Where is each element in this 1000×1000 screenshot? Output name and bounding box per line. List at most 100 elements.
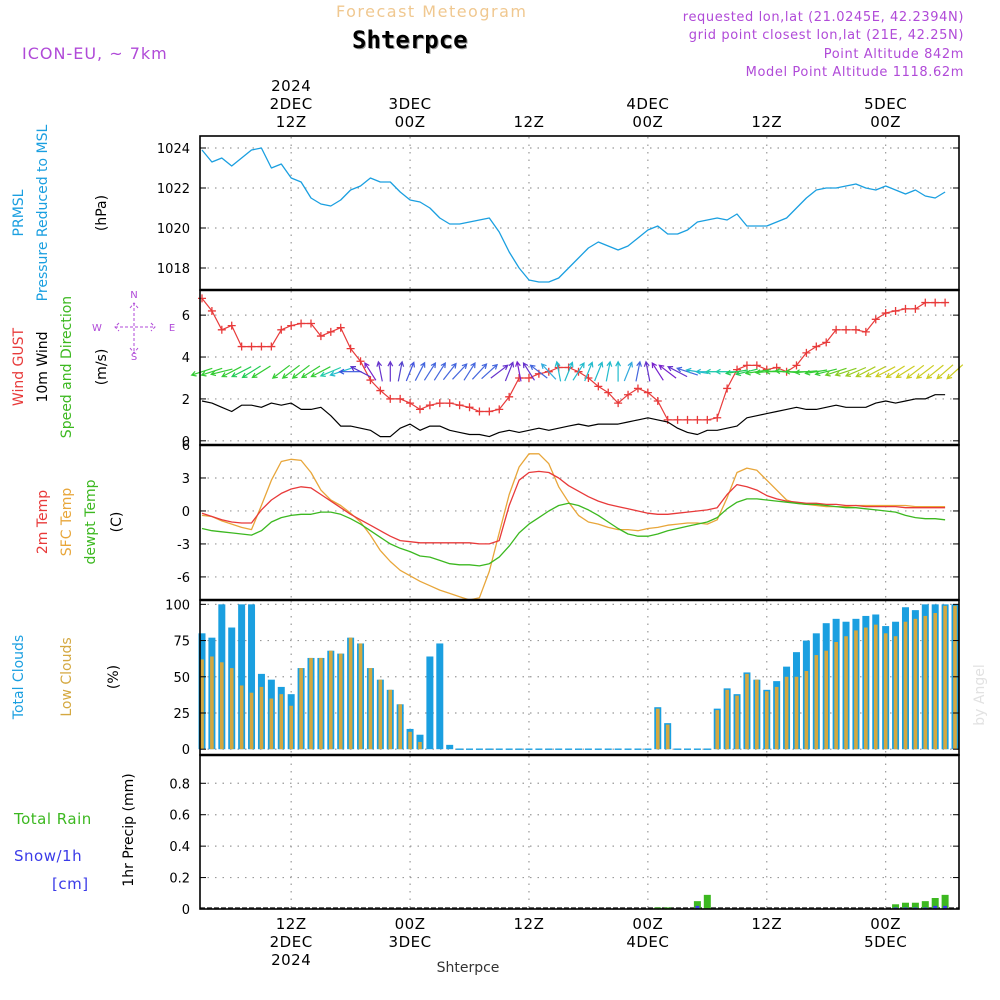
- y-tick-label: 0.2: [169, 872, 190, 887]
- meta-requested: requested lon,lat (21.0245E, 42.2394N): [682, 10, 964, 25]
- wind-direction-arrow: [885, 365, 905, 379]
- wind-gust-marker: [465, 403, 474, 412]
- wind-direction-arrow: [230, 366, 252, 378]
- snow-bar: [943, 905, 948, 909]
- wind-direction-arrow: [658, 364, 677, 379]
- low-clouds-bar: [834, 642, 838, 750]
- low-clouds-bar: [279, 694, 284, 750]
- low-clouds-bar: [725, 689, 729, 750]
- wind-gust-marker: [594, 382, 603, 391]
- low-clouds-bar: [883, 633, 888, 750]
- y-tick-label: 0.4: [169, 840, 190, 855]
- low-clouds-bar: [239, 685, 244, 750]
- compass-w: W: [92, 323, 102, 334]
- wind-direction-arrow: [481, 363, 499, 380]
- low-clouds-bar: [210, 656, 214, 750]
- top-time-label: 2024: [271, 77, 311, 95]
- temp-label-0: 2m Temp: [35, 490, 51, 554]
- wind-direction-arrow: [376, 360, 383, 382]
- place-name: Shterpce: [352, 26, 468, 54]
- low-clouds-bar: [923, 615, 928, 750]
- wind-direction-arrow: [271, 364, 291, 379]
- wind-gust-marker: [842, 325, 851, 334]
- wind-direction-arrow: [814, 368, 837, 377]
- top-time-label: 2DEC: [270, 95, 313, 113]
- frame-layer: [199, 135, 960, 910]
- wind-gust-marker: [921, 298, 930, 307]
- low-clouds-bar: [388, 689, 393, 750]
- compass-icon: N S W E: [92, 290, 175, 363]
- total-clouds-bar: [248, 604, 256, 750]
- wind-gust-marker: [742, 361, 751, 370]
- wind-direction-arrow: [572, 362, 585, 381]
- wind-gust-marker: [614, 399, 623, 408]
- wind-direction-arrow: [490, 364, 509, 379]
- y-tick-label: 2: [182, 393, 190, 408]
- wind-direction-arrow: [397, 360, 405, 382]
- wind-gust-marker: [633, 384, 642, 393]
- y-tick-label: 1022: [157, 182, 190, 197]
- low-clouds-bar: [249, 692, 254, 750]
- wind-gust-marker: [297, 319, 306, 328]
- wind-gust-marker: [683, 415, 692, 424]
- wind-gust-marker: [386, 394, 395, 403]
- wind-direction-arrow: [442, 362, 457, 381]
- wind-direction-arrow: [623, 361, 633, 382]
- wind-direction-arrow: [463, 362, 476, 381]
- wind-direction-arrow: [635, 360, 642, 382]
- wind-direction-arrow: [874, 366, 896, 378]
- wind-gust-marker: [396, 394, 405, 403]
- low-clouds-bar: [804, 670, 809, 750]
- wind-label-1: 10m Wind: [35, 331, 51, 402]
- wind-label-3: (m/s): [94, 349, 110, 386]
- wind-direction-arrow: [504, 361, 515, 382]
- y-tick-label: 0: [182, 903, 190, 918]
- wind-gust-marker: [693, 415, 702, 424]
- chart-title: Forecast Meteogram: [336, 2, 528, 21]
- low-clouds-bar: [408, 731, 412, 750]
- bottom-time-label: 00Z: [395, 915, 426, 933]
- wind-direction-arrow: [452, 363, 468, 380]
- wind-label-2: Speed and Direction: [59, 296, 75, 438]
- total-clouds-bar: [238, 604, 246, 750]
- y-tick-label: 1018: [157, 262, 190, 277]
- wind-direction-arrow: [666, 366, 688, 378]
- wind-direction-arrow: [724, 369, 748, 376]
- wind-direction-arrow: [946, 364, 964, 380]
- wind-gust-marker: [376, 386, 385, 395]
- low-clouds-bar: [794, 676, 799, 750]
- low-clouds-bar: [824, 650, 829, 750]
- wind-direction-arrow: [209, 368, 233, 377]
- rain-bar: [892, 904, 900, 909]
- wind-direction-arrow: [433, 362, 446, 381]
- pressure-label-1: Pressure Reduced to MSL: [35, 124, 51, 301]
- series-layer: [192, 148, 964, 909]
- precip-legend-0: Total Rain: [13, 810, 92, 828]
- wind-gust-marker: [941, 298, 950, 307]
- wind-gust-marker: [247, 342, 256, 351]
- low-clouds-bar: [903, 621, 908, 750]
- pressure-label-2: (hPa): [94, 195, 110, 231]
- wind-gust-marker: [604, 388, 613, 397]
- meta-point-altitude: Point Altitude 842m: [823, 47, 964, 62]
- bottom-time-label: 3DEC: [389, 933, 432, 951]
- wind-gust-marker: [515, 373, 524, 382]
- low-clouds-bar: [338, 653, 343, 750]
- low-clouds-bar: [655, 708, 660, 750]
- wind-gust-marker: [851, 325, 860, 334]
- low-clouds-bar: [774, 686, 779, 750]
- low-clouds-bar: [933, 613, 938, 750]
- wind-direction-arrow: [291, 364, 310, 379]
- panel-frame-pressure: [199, 135, 960, 291]
- top-time-label: 12Z: [514, 113, 545, 131]
- y-tick-label: -3: [177, 538, 190, 553]
- wind-gust-marker: [911, 304, 920, 313]
- low-clouds-bar: [854, 630, 858, 750]
- rain-bar: [921, 901, 929, 909]
- bottom-time-label: 00Z: [632, 915, 663, 933]
- wind-label-0: Wind GUST: [11, 327, 27, 406]
- y-tick-label: 0.8: [169, 777, 190, 792]
- y-tick-label: 4: [182, 351, 190, 366]
- wind-gust-marker: [901, 304, 910, 313]
- wind-gust-marker: [881, 309, 890, 318]
